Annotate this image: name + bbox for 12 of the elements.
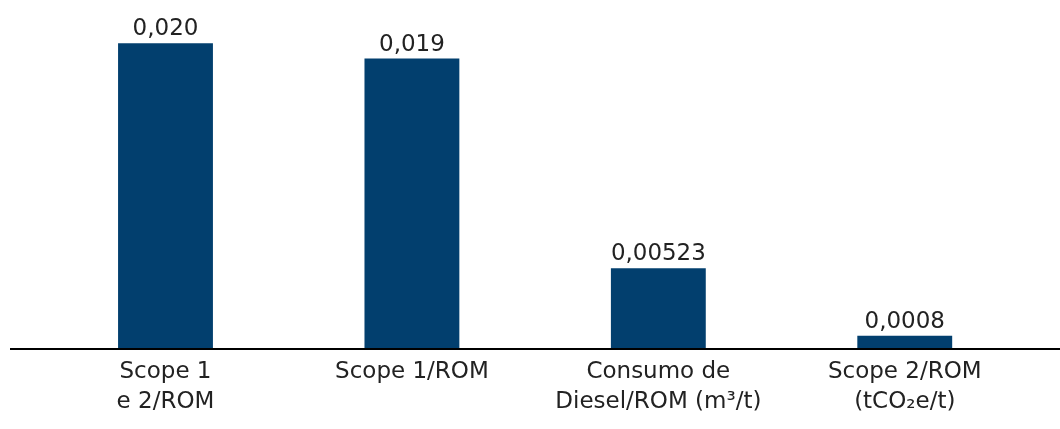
x-tick-label: Scope 1 e 2/ROM	[116, 356, 215, 413]
data-label: 0,00523	[610, 239, 706, 266]
bar	[118, 43, 213, 348]
data-label: 0,019	[378, 29, 445, 56]
bar	[364, 58, 460, 348]
bar	[610, 268, 706, 348]
data-label: 0,0008	[864, 306, 945, 333]
x-tick-label: Scope 1/ROM	[335, 356, 489, 383]
x-tick-label: Scope 2/ROM (tCO₂e/t)	[827, 356, 982, 413]
bar	[857, 335, 953, 348]
data-label: 0,020	[132, 14, 199, 41]
x-tick-label: Consumo de Diesel/ROM (m³/t)	[555, 356, 762, 413]
